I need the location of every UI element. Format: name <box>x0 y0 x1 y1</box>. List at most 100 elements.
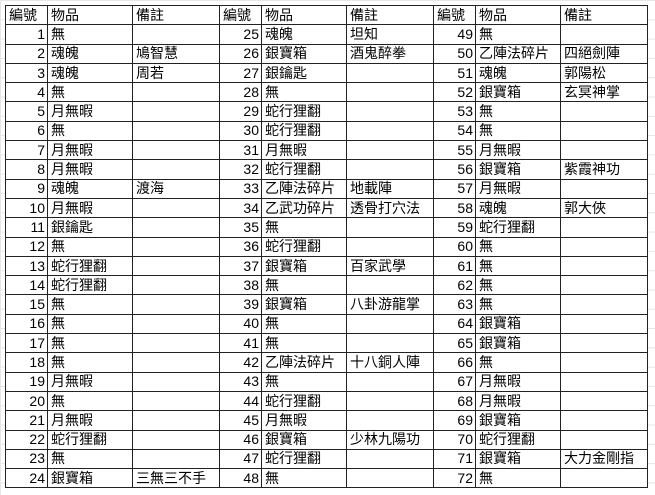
cell-item[interactable]: 無 <box>47 352 133 373</box>
cell-item[interactable]: 銀寶箱 <box>475 333 561 354</box>
cell-item[interactable]: 月無暇 <box>261 410 347 431</box>
cell-number[interactable]: 67 <box>433 371 476 392</box>
cell-number[interactable]: 45 <box>219 410 262 431</box>
header-note[interactable]: 備註 <box>560 4 648 26</box>
cell-note[interactable] <box>132 429 220 450</box>
cell-item[interactable]: 魂魄 <box>47 178 133 199</box>
cell-item[interactable]: 無 <box>47 313 133 335</box>
cell-number[interactable]: 60 <box>433 236 476 257</box>
cell-number[interactable]: 54 <box>433 120 476 142</box>
cell-number[interactable]: 4 <box>5 82 48 103</box>
cell-item[interactable]: 無 <box>475 24 561 45</box>
cell-item[interactable]: 蛇行狸翻 <box>475 217 561 238</box>
cell-note[interactable]: 地載陣 <box>346 178 434 199</box>
cell-note[interactable]: 郭陽松 <box>560 62 648 84</box>
cell-item[interactable]: 無 <box>475 294 561 315</box>
cell-note[interactable] <box>560 217 648 238</box>
cell-note[interactable] <box>132 24 220 45</box>
cell-item[interactable]: 蛇行狸翻 <box>47 429 133 450</box>
cell-note[interactable] <box>560 140 648 161</box>
cell-note[interactable] <box>132 236 220 257</box>
cell-number[interactable]: 36 <box>219 236 262 257</box>
cell-item[interactable]: 無 <box>475 468 561 489</box>
cell-number[interactable]: 61 <box>433 255 476 277</box>
cell-note[interactable] <box>132 390 220 412</box>
cell-note[interactable] <box>132 294 220 315</box>
cell-item[interactable]: 蛇行狸翻 <box>261 159 347 180</box>
cell-number[interactable]: 69 <box>433 410 476 431</box>
cell-item[interactable]: 無 <box>475 352 561 373</box>
cell-item[interactable]: 無 <box>261 275 347 296</box>
cell-item[interactable]: 銀寶箱 <box>475 159 561 180</box>
cell-number[interactable]: 70 <box>433 429 476 450</box>
cell-number[interactable]: 14 <box>5 275 48 296</box>
cell-note[interactable] <box>560 236 648 257</box>
cell-item[interactable]: 月無暇 <box>47 140 133 161</box>
cell-note[interactable] <box>346 120 434 142</box>
cell-note[interactable] <box>346 390 434 412</box>
cell-note[interactable] <box>346 140 434 161</box>
cell-note[interactable] <box>132 313 220 335</box>
cell-number[interactable]: 29 <box>219 101 262 122</box>
cell-item[interactable]: 無 <box>261 468 347 489</box>
cell-number[interactable]: 41 <box>219 333 262 354</box>
cell-item[interactable]: 無 <box>47 120 133 142</box>
cell-number[interactable]: 66 <box>433 352 476 373</box>
header-item[interactable]: 物品 <box>261 4 347 26</box>
cell-number[interactable]: 47 <box>219 448 262 470</box>
cell-number[interactable]: 59 <box>433 217 476 238</box>
cell-item[interactable]: 銀寶箱 <box>475 82 561 103</box>
cell-item[interactable]: 銀寶箱 <box>261 429 347 450</box>
cell-note[interactable] <box>346 468 434 489</box>
cell-note[interactable]: 玄冥神掌 <box>560 82 648 103</box>
cell-item[interactable]: 月無暇 <box>475 390 561 412</box>
cell-note[interactable] <box>132 333 220 354</box>
cell-note[interactable] <box>132 197 220 219</box>
cell-item[interactable]: 無 <box>47 448 133 470</box>
cell-item[interactable]: 蛇行狸翻 <box>47 275 133 296</box>
cell-number[interactable]: 28 <box>219 82 262 103</box>
cell-number[interactable]: 48 <box>219 468 262 489</box>
cell-number[interactable]: 16 <box>5 313 48 335</box>
cell-note[interactable]: 十八銅人陣 <box>346 352 434 373</box>
cell-number[interactable]: 5 <box>5 101 48 122</box>
cell-item[interactable]: 無 <box>475 236 561 257</box>
cell-item[interactable]: 蛇行狸翻 <box>261 101 347 122</box>
cell-number[interactable]: 57 <box>433 178 476 199</box>
cell-note[interactable] <box>132 275 220 296</box>
cell-number[interactable]: 42 <box>219 352 262 373</box>
cell-item[interactable]: 銀寶箱 <box>475 410 561 431</box>
cell-note[interactable] <box>560 275 648 296</box>
cell-item[interactable]: 無 <box>261 82 347 103</box>
cell-note[interactable] <box>346 275 434 296</box>
cell-item[interactable]: 月無暇 <box>47 197 133 219</box>
cell-number[interactable]: 58 <box>433 197 476 219</box>
cell-number[interactable]: 38 <box>219 275 262 296</box>
cell-note[interactable]: 少林九陽功 <box>346 429 434 450</box>
cell-number[interactable]: 55 <box>433 140 476 161</box>
cell-item[interactable]: 無 <box>475 275 561 296</box>
header-item[interactable]: 物品 <box>47 4 133 26</box>
cell-note[interactable] <box>346 371 434 392</box>
cell-number[interactable]: 65 <box>433 333 476 354</box>
cell-note[interactable] <box>560 24 648 45</box>
cell-note[interactable] <box>346 448 434 470</box>
cell-number[interactable]: 37 <box>219 255 262 277</box>
cell-item[interactable]: 無 <box>261 371 347 392</box>
cell-number[interactable]: 20 <box>5 390 48 412</box>
cell-number[interactable]: 10 <box>5 197 48 219</box>
cell-note[interactable] <box>560 429 648 450</box>
cell-number[interactable]: 23 <box>5 448 48 470</box>
cell-note[interactable] <box>346 333 434 354</box>
cell-number[interactable]: 53 <box>433 101 476 122</box>
cell-note[interactable]: 大力金剛指 <box>560 448 648 470</box>
cell-note[interactable] <box>132 410 220 431</box>
cell-number[interactable]: 1 <box>5 24 48 45</box>
cell-note[interactable]: 周若 <box>132 62 220 84</box>
cell-note[interactable] <box>346 217 434 238</box>
cell-item[interactable]: 蛇行狸翻 <box>475 429 561 450</box>
cell-item[interactable]: 魂魄 <box>475 62 561 84</box>
cell-item[interactable]: 魂魄 <box>475 197 561 219</box>
cell-note[interactable] <box>132 448 220 470</box>
cell-note[interactable]: 透骨打穴法 <box>346 197 434 219</box>
